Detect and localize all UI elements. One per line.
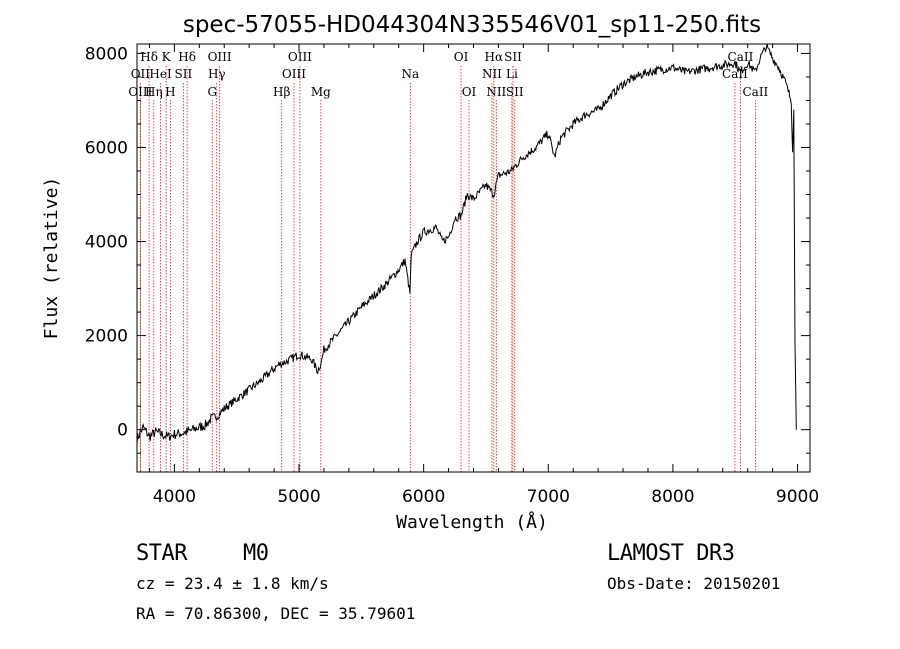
plot-frame	[136, 43, 811, 473]
line-marker-label: CaII	[728, 50, 754, 64]
line-marker-label: OIII	[288, 50, 312, 64]
line-marker-label: Li	[506, 67, 518, 81]
x-tick-label: 7000	[527, 487, 570, 507]
line-marker-label: SII	[175, 67, 193, 81]
x-axis-label: Wavelength (Å)	[396, 511, 548, 533]
x-tick-label: 5000	[277, 487, 320, 507]
x-tick-label: 8000	[651, 487, 694, 507]
chart-title: spec-57055-HD044304N335546V01_sp11-250.f…	[183, 12, 761, 38]
line-marker-label: HeI	[149, 67, 172, 81]
survey-name: LAMOST DR3	[607, 541, 735, 566]
line-marker-label: OI	[462, 85, 477, 99]
line-marker-label: Hη	[145, 85, 163, 99]
object-type: STAR	[136, 541, 187, 566]
y-ticks: 0 2000 4000 6000 8000	[85, 44, 810, 454]
line-marker-label: OIII	[128, 85, 152, 99]
line-marker-label: CaII	[722, 67, 748, 81]
y-tick-label: 4000	[85, 233, 128, 253]
y-tick-label: 0	[117, 421, 128, 441]
line-marker-label: SII	[506, 85, 524, 99]
subclass: M0	[243, 541, 269, 566]
line-marker-label: Hδ	[140, 50, 158, 64]
obs-date: Obs-Date: 20150201	[607, 574, 781, 593]
line-marker-label: OIII	[282, 67, 306, 81]
spectrum-line	[136, 43, 797, 445]
line-marker-label: NII	[486, 85, 506, 99]
line-marker-label: Hγ	[208, 67, 226, 81]
line-marker-label: CaII	[742, 85, 768, 99]
y-axis-label: Flux (relative)	[41, 177, 62, 340]
line-marker-label: Hδ	[178, 50, 196, 64]
x-tick-label: 6000	[402, 487, 445, 507]
line-marker-label: Hβ	[273, 85, 290, 99]
y-tick-label: 8000	[85, 44, 128, 64]
line-markers	[139, 66, 756, 472]
line-marker-label: Mg	[311, 85, 331, 99]
line-marker-label: Na	[401, 67, 419, 81]
y-tick-label: 2000	[85, 327, 128, 347]
line-marker-label: G	[207, 85, 217, 99]
line-marker-label: OII	[131, 67, 151, 81]
redshift-readout: cz = 23.4 ± 1.8 km/s	[136, 574, 329, 593]
x-tick-label: 4000	[153, 487, 196, 507]
line-marker-label: Hα	[485, 50, 504, 64]
coordinates: RA = 70.86300, DEC = 35.79601	[136, 604, 416, 623]
x-ticks: 4000 5000 6000 7000 8000 9000	[148, 44, 819, 507]
line-marker-label: NII	[482, 67, 502, 81]
y-tick-label: 6000	[85, 138, 128, 158]
line-marker-label: OIII	[208, 50, 232, 64]
line-marker-label: H	[165, 85, 175, 99]
x-tick-label: 9000	[776, 487, 819, 507]
line-marker-label: OI	[454, 50, 469, 64]
line-marker-label: K	[162, 50, 172, 64]
line-marker-label: SII	[504, 50, 522, 64]
